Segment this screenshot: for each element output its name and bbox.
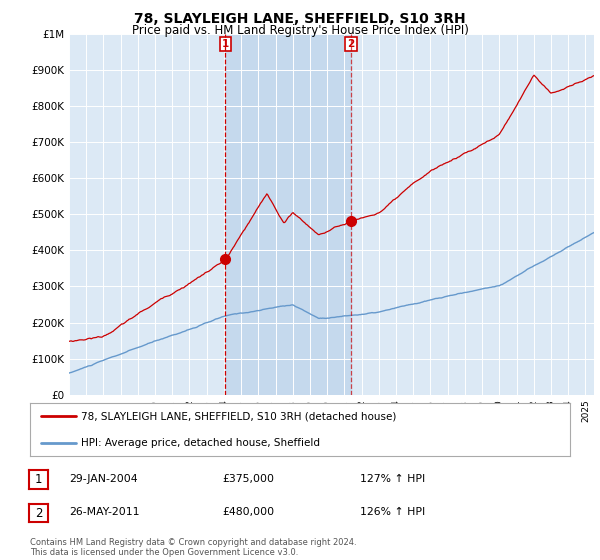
Text: 2: 2 [347, 39, 355, 49]
Text: 127% ↑ HPI: 127% ↑ HPI [360, 474, 425, 484]
Text: 2: 2 [35, 507, 42, 520]
Text: 126% ↑ HPI: 126% ↑ HPI [360, 507, 425, 517]
Text: 78, SLAYLEIGH LANE, SHEFFIELD, S10 3RH: 78, SLAYLEIGH LANE, SHEFFIELD, S10 3RH [134, 12, 466, 26]
Text: 1: 1 [35, 473, 42, 486]
Text: Contains HM Land Registry data © Crown copyright and database right 2024.
This d: Contains HM Land Registry data © Crown c… [30, 538, 356, 557]
Text: HPI: Average price, detached house, Sheffield: HPI: Average price, detached house, Shef… [82, 438, 320, 448]
Text: Price paid vs. HM Land Registry's House Price Index (HPI): Price paid vs. HM Land Registry's House … [131, 24, 469, 36]
Text: £375,000: £375,000 [222, 474, 274, 484]
Text: 29-JAN-2004: 29-JAN-2004 [69, 474, 137, 484]
Text: 78, SLAYLEIGH LANE, SHEFFIELD, S10 3RH (detached house): 78, SLAYLEIGH LANE, SHEFFIELD, S10 3RH (… [82, 412, 397, 422]
Text: £480,000: £480,000 [222, 507, 274, 517]
Text: 1: 1 [221, 39, 229, 49]
Bar [225, 34, 351, 395]
Text: 26-MAY-2011: 26-MAY-2011 [69, 507, 139, 517]
